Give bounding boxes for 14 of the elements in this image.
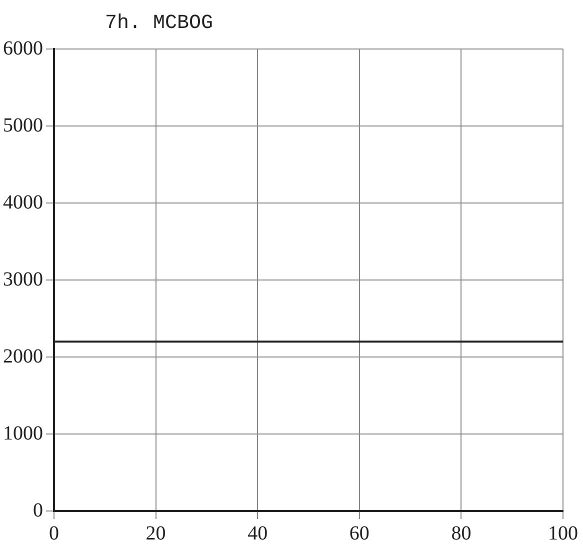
y-tick-label: 6000 xyxy=(3,37,43,60)
x-tick-label: 60 xyxy=(349,522,370,544)
y-tick-label: 5000 xyxy=(3,114,43,136)
y-tick-label: 1000 xyxy=(3,422,43,444)
x-tick-label: 40 xyxy=(248,522,268,544)
y-tick-label: 2000 xyxy=(3,345,43,368)
y-tick-label: 3000 xyxy=(3,268,43,290)
y-tick-label: 0 xyxy=(33,499,43,522)
x-tick-label: 0 xyxy=(49,522,59,544)
x-tick-label: 100 xyxy=(548,522,578,544)
chart-title: 7h. MCBOG xyxy=(105,12,214,35)
x-tick-label: 20 xyxy=(146,522,166,544)
x-tick-label: 80 xyxy=(451,522,472,544)
y-tick-label: 4000 xyxy=(3,191,43,214)
